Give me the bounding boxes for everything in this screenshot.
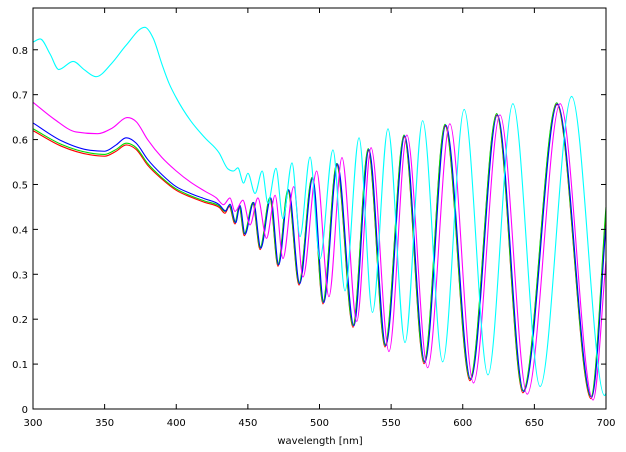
x-tick-label: 300 (23, 418, 42, 429)
y-tick-label: 0 (22, 405, 28, 416)
y-tick-label: 0.7 (12, 91, 28, 102)
y-tick-label: 0.2 (12, 315, 28, 326)
x-tick-label: 500 (310, 418, 329, 429)
x-tick-label: 650 (525, 418, 544, 429)
x-tick-label: 550 (382, 418, 401, 429)
x-axis-label: wavelength [nm] (277, 436, 362, 447)
axis-layer: 300 350 400 450 500 550 600 650 700 0 0.1 0.2 0.3 0.4… (12, 8, 616, 429)
series-line-2 (32, 103, 607, 398)
y-tick-label: 0.3 (12, 270, 28, 281)
y-tick-label: 0.4 (12, 225, 28, 236)
series-line-4 (32, 26, 607, 397)
x-tick-label: 450 (238, 418, 257, 429)
x-tick-label: 350 (95, 418, 114, 429)
x-tick-label: 400 (167, 418, 186, 429)
series-line-3 (32, 101, 607, 401)
y-tick-label: 0.1 (12, 360, 28, 371)
y-tick-label: 0.5 (12, 180, 28, 191)
x-tick-label: 700 (596, 418, 615, 429)
series-layer (32, 26, 607, 401)
y-tick-label: 0.8 (12, 46, 28, 57)
x-tick-label: 600 (453, 418, 472, 429)
y-tick-label: 0.6 (12, 136, 28, 147)
series-line-1 (32, 102, 607, 398)
